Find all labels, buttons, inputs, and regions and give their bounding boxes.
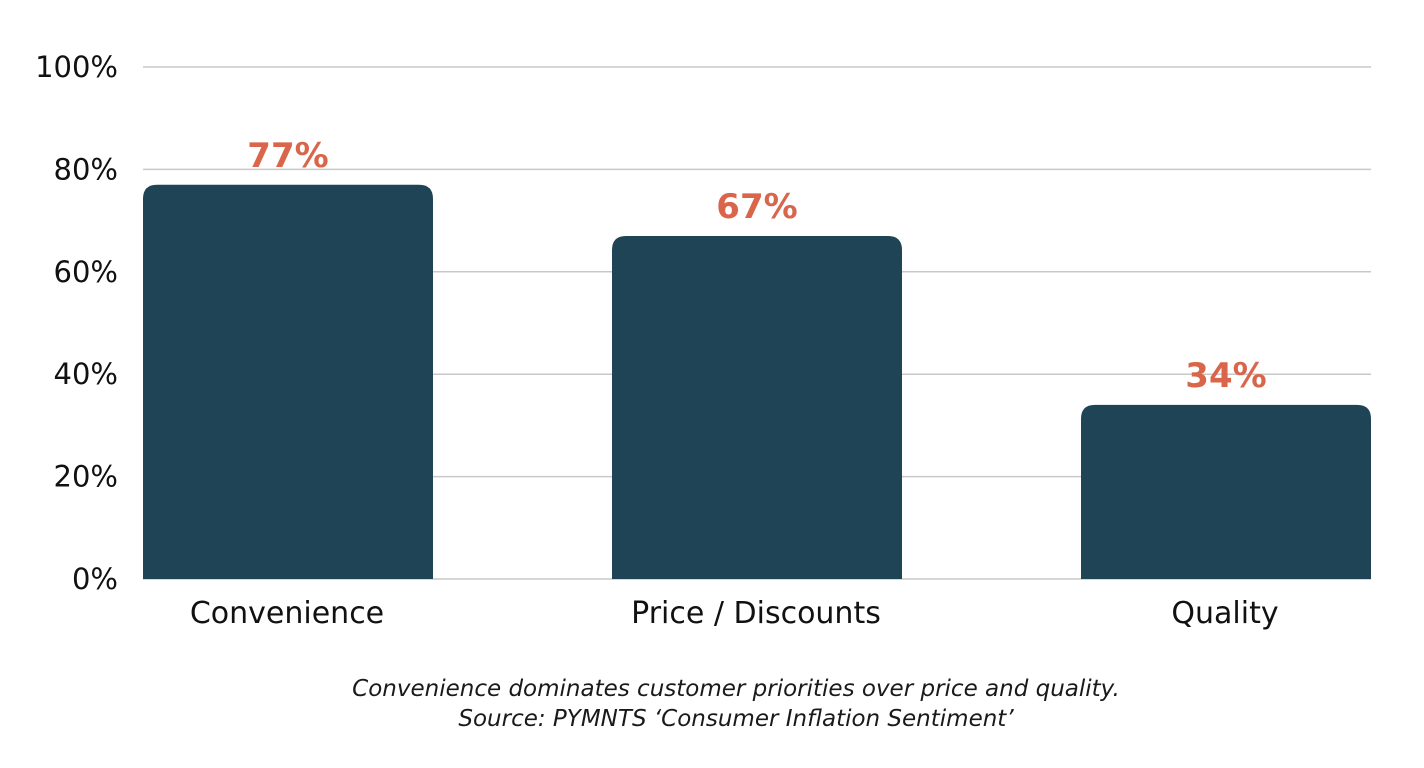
data-label: 67%: [716, 187, 797, 227]
x-category-label: Convenience: [190, 596, 384, 631]
bars: [143, 184, 1371, 579]
x-category-label: Quality: [1171, 596, 1278, 631]
chart-source: Source: PYMNTS ‘Consumer Inflation Senti…: [458, 706, 1014, 732]
labels: 0% 20% 40% 60% 80% 100% 77% Convenience 67% Price…: [35, 50, 1279, 631]
bar: [612, 235, 902, 579]
data-label: 34%: [1185, 356, 1266, 396]
bar: [1081, 404, 1371, 579]
bar-chart: 0% 20% 40% 60% 80% 100% 77% Convenience 67% Price…: [35, 50, 1371, 631]
chart-caption: Convenience dominates customer prioritie…: [352, 676, 1120, 702]
y-tick-label: 0%: [72, 562, 118, 596]
y-tick-label: 20%: [54, 460, 118, 494]
y-tick-label: 60%: [54, 255, 118, 289]
y-tick-label: 100%: [35, 50, 118, 84]
y-tick-label: 40%: [54, 357, 118, 391]
y-tick-label: 80%: [54, 152, 118, 186]
bar: [143, 184, 433, 579]
data-label: 77%: [247, 136, 328, 176]
x-category-label: Price / Discounts: [631, 596, 881, 631]
